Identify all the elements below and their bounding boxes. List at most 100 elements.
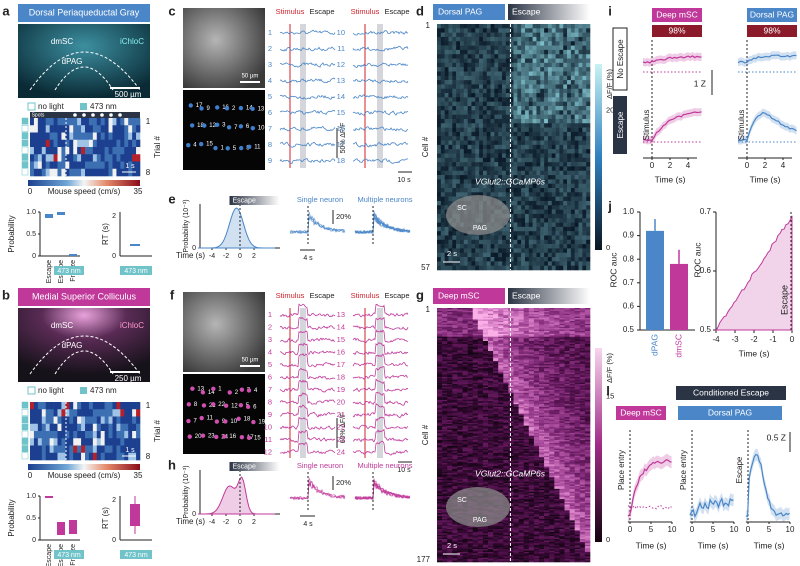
- heat-cell: [540, 123, 545, 128]
- heat-cell: [482, 330, 489, 333]
- heat-cell: [555, 226, 560, 232]
- heat-cell: [555, 261, 560, 266]
- heat-cell: [547, 252, 553, 258]
- heat-cell: [564, 379, 570, 382]
- heat-cell: [567, 222, 572, 228]
- raster-cell: [41, 416, 47, 425]
- heat-cell: [503, 326, 509, 329]
- heat-cell: [477, 369, 484, 372]
- heat-cell: [574, 71, 579, 77]
- heat-cell: [467, 362, 473, 365]
- heat-cell: [502, 118, 507, 124]
- heat-cell: [486, 36, 491, 42]
- heat-cell: [442, 394, 448, 396]
- heat-cell: [505, 110, 510, 115]
- heat-cell: [574, 97, 579, 102]
- heat-cell: [540, 175, 545, 180]
- heat-cell: [513, 391, 519, 393]
- heat-cell: [582, 162, 587, 167]
- heat-cell: [442, 348, 448, 350]
- heat-cell: [570, 235, 575, 241]
- heat-cell: [570, 200, 575, 206]
- heat-cell: [544, 54, 549, 59]
- heat-cell: [513, 166, 518, 172]
- heat-cell: [524, 32, 530, 38]
- heat-cell: [467, 106, 472, 111]
- heat-cell: [532, 45, 537, 51]
- raster-cell: [77, 445, 82, 454]
- heat-cell: [533, 363, 540, 366]
- heat-cell: [442, 358, 448, 360]
- raster-cell: [92, 154, 98, 162]
- escape-band: [300, 24, 306, 168]
- heat-cell: [437, 391, 443, 393]
- heat-cell: [528, 239, 533, 245]
- heat-cell: [536, 71, 541, 77]
- heat-cell: [521, 88, 526, 94]
- heat-cell: [467, 308, 473, 310]
- heat-cell: [547, 144, 553, 150]
- heat-cell: [524, 235, 530, 241]
- heat-cell: [551, 71, 556, 77]
- heat-cell: [448, 162, 453, 167]
- heat-cell: [539, 391, 545, 393]
- panel-label: d: [416, 3, 424, 18]
- heat-cell: [582, 58, 587, 64]
- heat-cell: [452, 341, 458, 343]
- heat-cell: [479, 45, 484, 51]
- heat-cell: [563, 71, 568, 77]
- heat-cell: [452, 235, 457, 241]
- heat-cell: [551, 58, 556, 64]
- trial-flag: [21, 423, 29, 431]
- heat-cell: [567, 157, 572, 163]
- heat-cell: [554, 385, 560, 388]
- heat-cell: [528, 336, 535, 339]
- heat-cell: [490, 252, 495, 258]
- heat-cell: [574, 381, 581, 383]
- heat-cell: [493, 382, 499, 385]
- heat-cell: [467, 144, 472, 150]
- heat-cell: [459, 188, 465, 193]
- heat-cell: [574, 346, 581, 349]
- heat-cell: [584, 336, 591, 339]
- heat-cell: [551, 49, 556, 55]
- heat-cell: [477, 368, 484, 371]
- heat-cell: [570, 157, 575, 163]
- heat-cell: [472, 316, 479, 319]
- heat-cell: [456, 235, 461, 241]
- heat-cell: [471, 110, 476, 115]
- raster-cell: [100, 438, 105, 446]
- raster-cell: [104, 132, 109, 141]
- heat-cell: [472, 315, 479, 317]
- heat-cell: [544, 222, 549, 228]
- heat-cell: [452, 356, 458, 359]
- raster-cell: [65, 452, 70, 461]
- heat-cell: [459, 106, 465, 111]
- heat-cell: [482, 346, 489, 349]
- heat-cell: [563, 248, 568, 254]
- heat-cell: [539, 320, 545, 323]
- heat-cell: [574, 140, 579, 146]
- heat-cell: [482, 318, 489, 320]
- heat-cell: [518, 308, 524, 310]
- raster-cell: [128, 402, 133, 410]
- raster-cell: [100, 445, 105, 454]
- heat-cell: [493, 318, 499, 320]
- heat-cell: [444, 118, 449, 124]
- heat-cell: [574, 32, 579, 38]
- heat-cell: [559, 388, 565, 391]
- heat-cell: [523, 356, 530, 359]
- heat-cell: [518, 389, 524, 392]
- heat-cell: [486, 62, 491, 68]
- row-label: 16: [337, 124, 345, 133]
- heat-cell: [463, 75, 468, 81]
- heat-cell: [440, 80, 445, 85]
- heat-cell: [549, 366, 555, 369]
- raster-cell: [132, 139, 137, 148]
- heat-cell: [448, 157, 453, 163]
- heat-cell: [574, 93, 579, 98]
- heat-cell: [467, 131, 472, 137]
- trace: [279, 157, 336, 164]
- heat-cell: [486, 118, 491, 124]
- heat-cell: [517, 166, 522, 172]
